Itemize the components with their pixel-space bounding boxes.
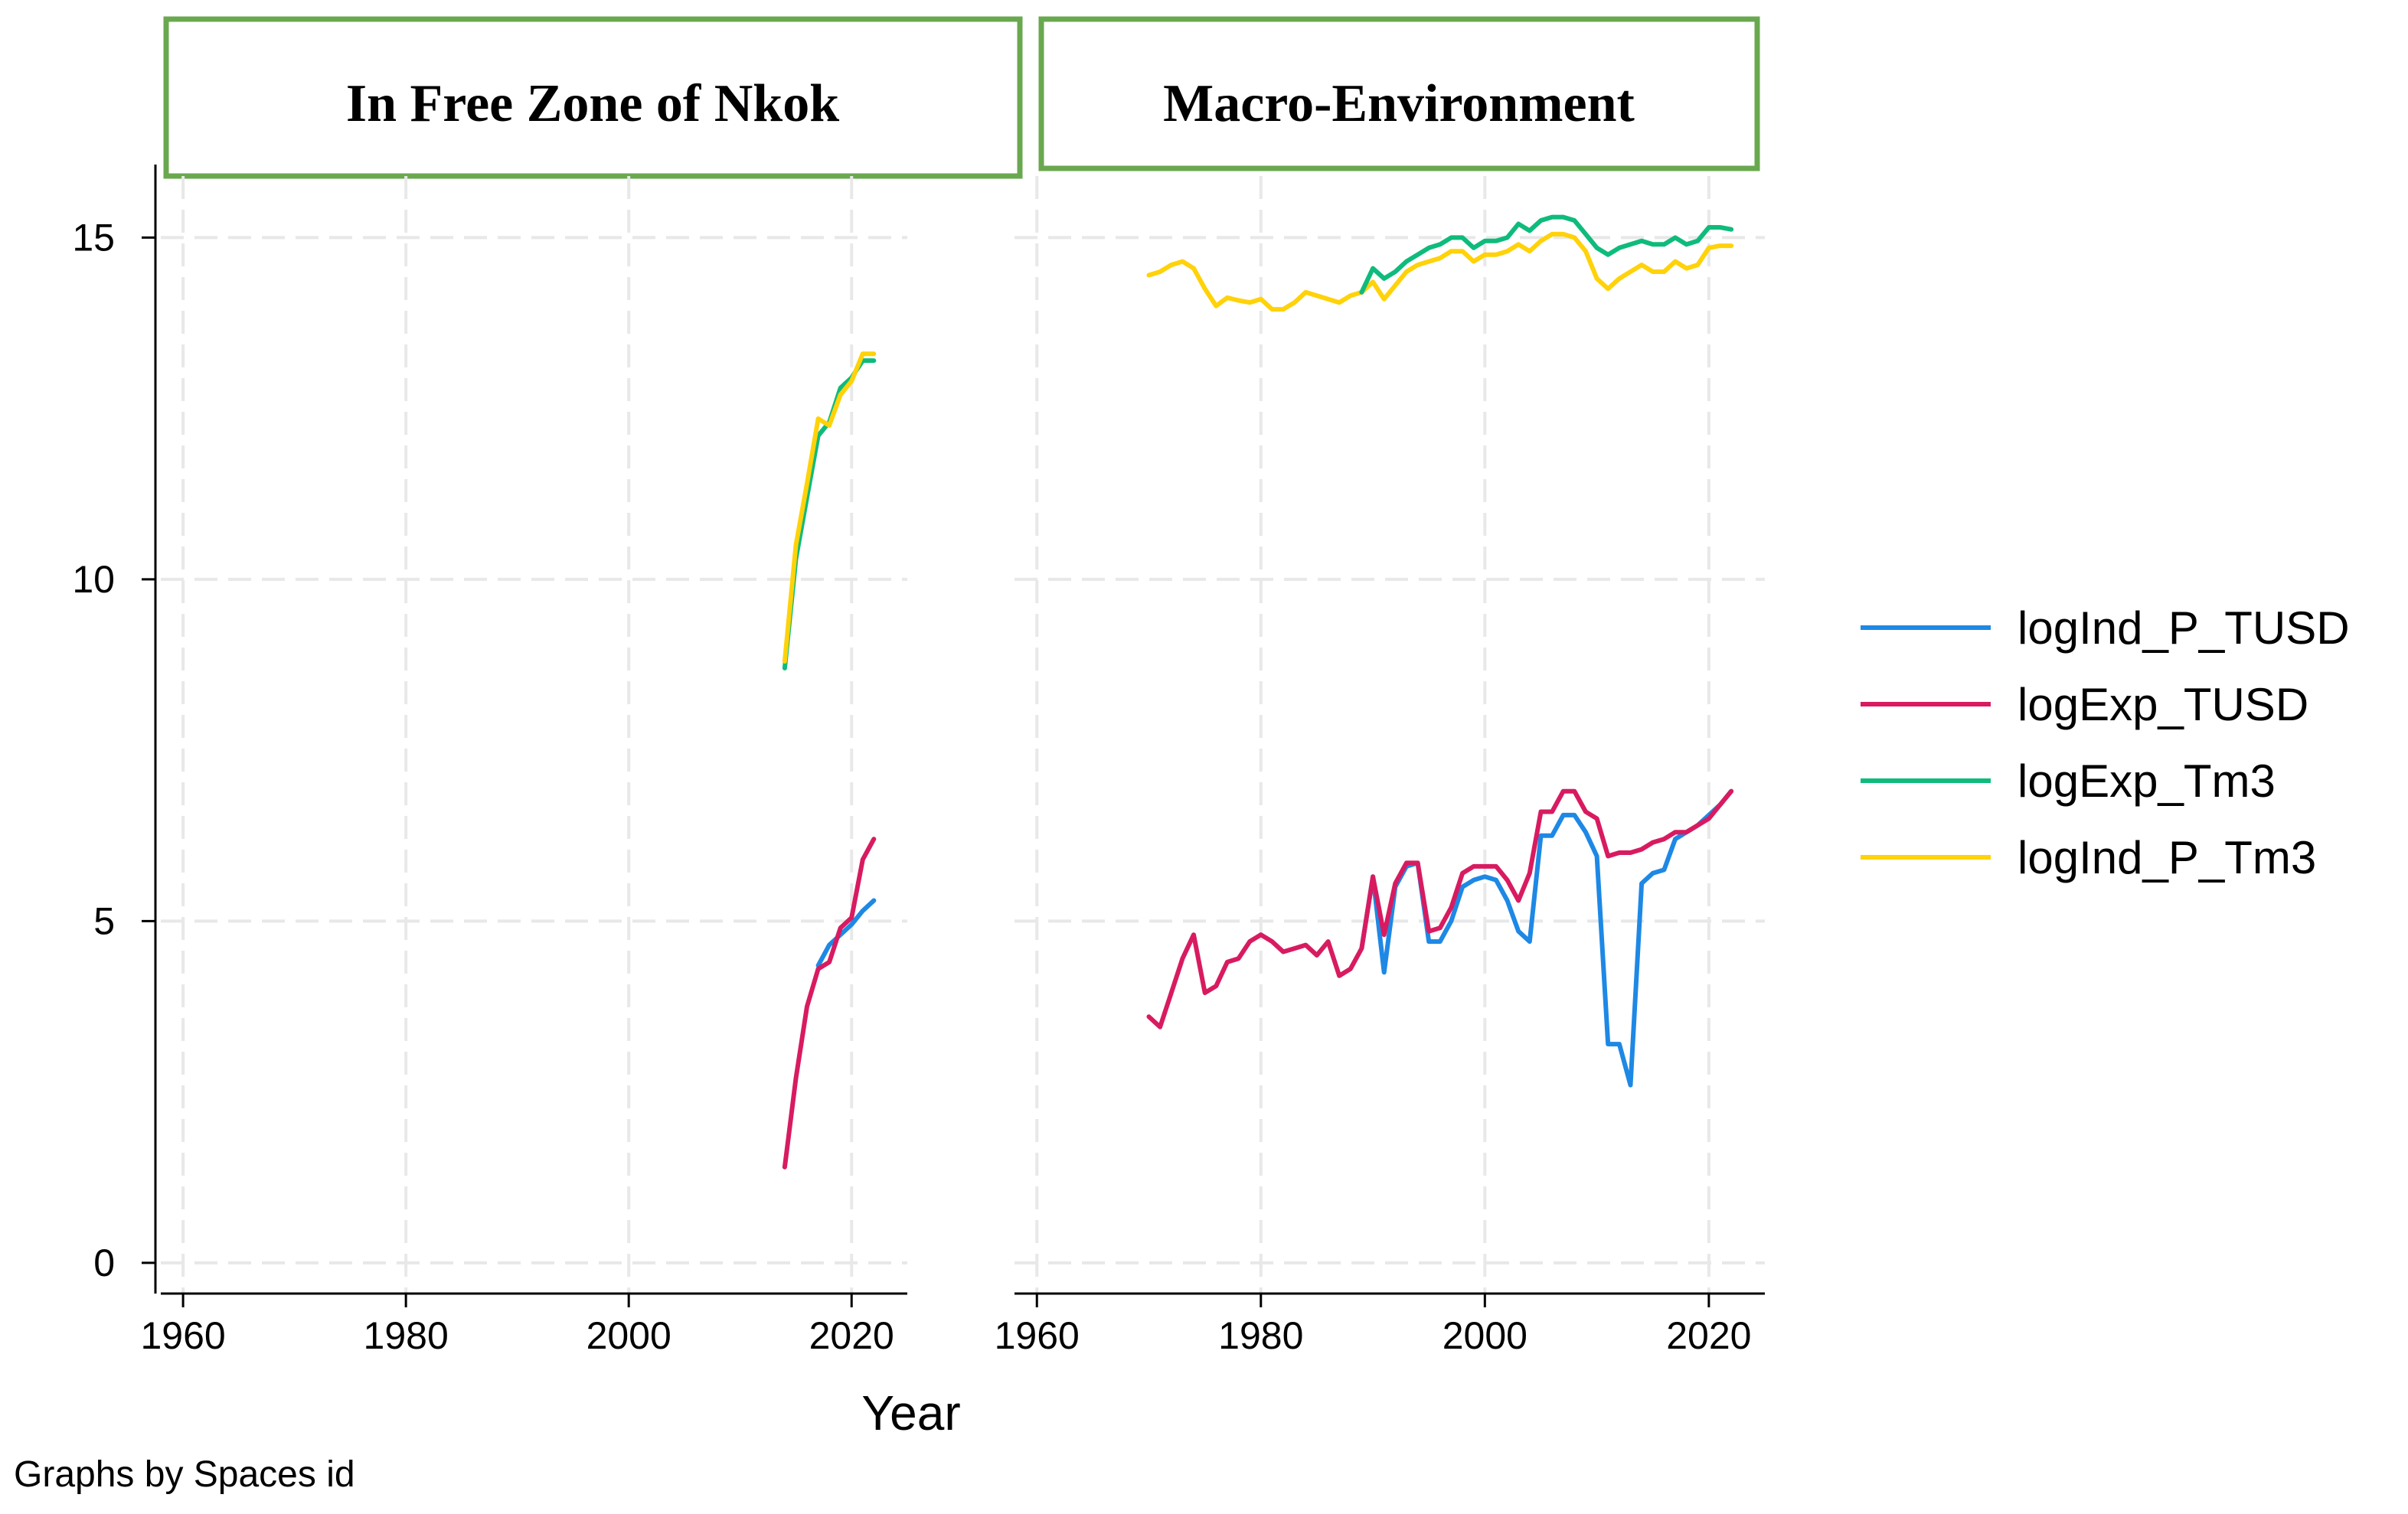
graphs-by-note: Graphs by Spaces id: [14, 1454, 355, 1495]
x-tick-label: 1960: [995, 1314, 1080, 1357]
legend-item-logexp-tm3: logExp_Tm3: [1861, 755, 2276, 807]
x-tick-label: 1980: [1218, 1314, 1303, 1357]
x-tick-label: 1980: [364, 1314, 449, 1357]
x-tick-label: 2020: [809, 1314, 894, 1357]
x-axis-ticks: 1960 1980 2000 2020: [140, 1294, 894, 1357]
x-axis-title: Year: [861, 1385, 960, 1441]
y-tick-label: 15: [72, 216, 115, 259]
legend-label: logInd_P_Tm3: [2018, 832, 2316, 883]
x-tick-label: 2020: [1666, 1314, 1751, 1357]
plot-lines: [782, 351, 877, 1170]
series-line-logind-p-tusd: [815, 898, 877, 968]
grid: [161, 176, 907, 1294]
y-tick-label: 0: [93, 1242, 115, 1284]
legend-label: logInd_P_TUSD: [2018, 602, 2350, 654]
legend-label: logExp_TUSD: [2018, 679, 2308, 730]
legend-item-logind-p-tusd: logInd_P_TUSD: [1861, 602, 2350, 654]
panel-title: Macro-Environment: [1163, 74, 1635, 133]
x-tick-label: 2000: [1443, 1314, 1527, 1357]
y-tick-label: 10: [72, 558, 115, 601]
x-tick-label: 2000: [586, 1314, 671, 1357]
panel-macro-environment: Macro-Environment 1960 1980 2000 2020: [995, 16, 1765, 1357]
panel-title: In Free Zone of Nkok: [346, 74, 839, 133]
series-line-logind-p-tm3: [1146, 231, 1734, 312]
legend-item-logind-p-tm3: logInd_P_Tm3: [1861, 832, 2316, 883]
legend: logInd_P_TUSD logExp_TUSD logExp_Tm3 logInd…: [1861, 602, 2350, 883]
legend-item-logexp-tusd: logExp_TUSD: [1861, 679, 2308, 730]
series-line-logexp-tusd: [782, 837, 877, 1170]
series-line-logind-p-tm3: [782, 351, 877, 664]
panel-title-box: [1038, 16, 1760, 171]
x-axis-ticks: 1960 1980 2000 2020: [995, 1294, 1751, 1357]
legend-label: logExp_Tm3: [2018, 755, 2276, 807]
plot-lines: [1146, 214, 1734, 1088]
panel-free-zone-nkok: In Free Zone of Nkok 1960 1980 2000 2020: [140, 16, 1023, 1357]
x-tick-label: 1960: [140, 1314, 225, 1357]
panel-title-box: [163, 16, 1023, 179]
y-axis-ticks: 0 5 10 15: [72, 216, 155, 1284]
series-line-logexp-tusd: [1146, 788, 1734, 1029]
series-line-logexp-tm3: [1359, 214, 1734, 295]
y-tick-label: 5: [93, 899, 115, 942]
